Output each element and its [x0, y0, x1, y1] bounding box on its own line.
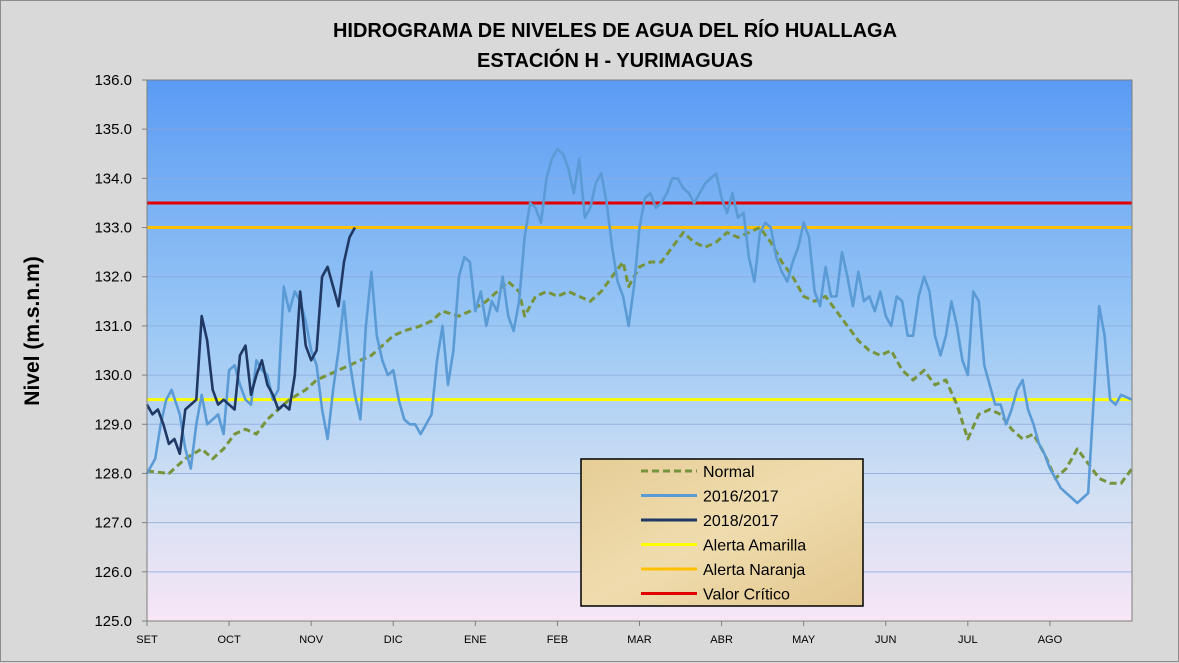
series-line [145, 226, 357, 456]
x-tick-label: MAY [792, 634, 816, 646]
x-tick-label: JUL [958, 634, 978, 646]
x-tick-label: NOV [299, 634, 324, 646]
legend-label: Valor Crítico [703, 587, 790, 604]
legend-box [580, 458, 864, 607]
series-lines [145, 147, 1134, 505]
y-tick-label: 133.0 [94, 220, 132, 237]
x-tick-label: FEB [547, 634, 568, 646]
y-tick-label: 128.0 [94, 465, 132, 482]
y-tick-label: 135.0 [94, 121, 132, 138]
y-tick-label: 129.0 [94, 416, 132, 433]
chart-subtitle: ESTACIÓN H - YURIMAGUAS [477, 48, 753, 72]
y-tick-label: 130.0 [94, 367, 132, 384]
legend: Normal 2016/2017 2018/2017 Alerta Amarilla A… [580, 458, 864, 607]
y-axis-ticks: 125.0 126.0 127.0 128.0 129.0 130.0 131.0 132.0… [94, 72, 147, 630]
x-tick-label: ENE [464, 634, 487, 646]
y-tick-label: 134.0 [94, 170, 132, 187]
x-tick-label: MAR [627, 634, 652, 646]
series-line [145, 147, 1133, 505]
x-axis-ticks: SET OCT NOV DIC ENE FEB MAR ABR MAY JUN JUL AGO [136, 621, 1063, 646]
y-tick-label: 127.0 [94, 515, 132, 532]
series-line [146, 226, 1134, 485]
y-tick-label: 131.0 [94, 318, 132, 335]
x-tick-label: DIC [384, 634, 403, 646]
x-tick-label: JUN [875, 634, 896, 646]
legend-label: Alerta Naranja [703, 562, 805, 579]
y-axis-label: Nivel (m.s.n.m) [21, 256, 44, 405]
y-tick-label: 136.0 [94, 72, 132, 89]
legend-label: 2018/2017 [703, 513, 779, 530]
x-tick-label: OCT [217, 634, 241, 646]
y-tick-label: 132.0 [94, 269, 132, 286]
x-tick-label: AGO [1038, 634, 1063, 646]
legend-label: 2016/2017 [703, 489, 779, 506]
x-tick-label: ABR [710, 634, 733, 646]
legend-label: Alerta Amarilla [703, 538, 806, 555]
y-tick-label: 126.0 [94, 564, 132, 581]
y-tick-label: 125.0 [94, 613, 132, 630]
chart-title: HIDROGRAMA DE NIVELES DE AGUA DEL RÍO HU… [333, 19, 897, 42]
x-tick-label: SET [136, 634, 158, 646]
legend-label: Normal [703, 464, 755, 481]
